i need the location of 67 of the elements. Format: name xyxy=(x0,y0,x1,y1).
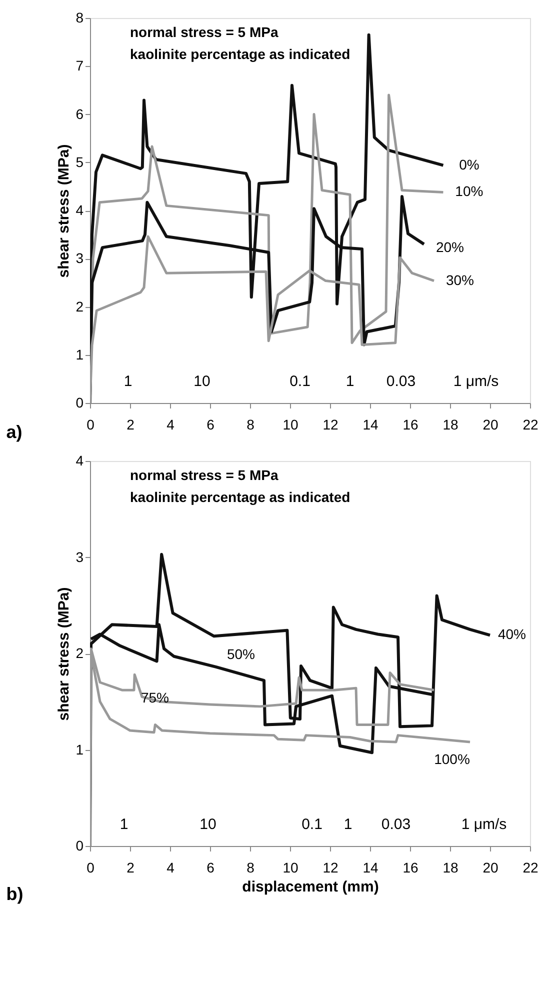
annotation: 0.1 xyxy=(302,816,322,833)
x-tick-label: 20 xyxy=(482,416,498,432)
x-tick-label: 6 xyxy=(206,416,215,432)
annotation: kaolinite percentage as indicated xyxy=(130,46,350,62)
series-label: 75% xyxy=(140,690,170,706)
text: a) xyxy=(6,422,22,442)
y-tick-label: 1 xyxy=(76,741,84,758)
y-tick-label: 4 xyxy=(76,452,84,468)
annotation: 1 xyxy=(124,373,132,390)
x-tick-label: 4 xyxy=(166,860,175,876)
x-tick-label: 14 xyxy=(362,860,378,876)
series-label: 100% xyxy=(434,751,470,768)
y-tick-label: 4 xyxy=(76,202,84,218)
y-tick-label: 5 xyxy=(76,154,84,170)
annotation: 1 μm/s xyxy=(461,816,507,833)
annotation: 1 xyxy=(346,373,354,390)
x-tick-label: 10 xyxy=(282,860,298,876)
x-tick-label: 16 xyxy=(402,860,418,876)
x-tick-label: 0 xyxy=(86,416,95,432)
y-axis-title: shear stress (MPa) xyxy=(56,144,73,278)
annotation: 0.03 xyxy=(381,816,411,833)
annotation: 0.1 xyxy=(290,373,310,390)
x-tick-label: 0 xyxy=(86,860,95,876)
x-tick-label: 20 xyxy=(482,860,498,876)
series-label: 30% xyxy=(446,272,474,288)
y-tick-label: 3 xyxy=(76,548,84,565)
x-tick-label: 14 xyxy=(362,416,378,432)
y-tick-label: 7 xyxy=(76,58,84,74)
annotation: normal stress = 5 MPa xyxy=(130,467,278,483)
x-tick-label: 8 xyxy=(246,416,255,432)
y-tick-label: 2 xyxy=(76,298,84,314)
series-label: 0% xyxy=(459,156,480,172)
x-tick-label: 2 xyxy=(126,416,135,432)
x-tick-label: 4 xyxy=(166,416,175,432)
annotation: kaolinite percentage as indicated xyxy=(130,489,350,505)
x-tick-label: 22 xyxy=(522,860,538,876)
annotation: normal stress = 5 MPa xyxy=(130,24,278,40)
y-tick-label: 0 xyxy=(76,394,84,410)
annotation: 1 μm/s xyxy=(453,373,499,390)
x-tick-label: 18 xyxy=(442,416,458,432)
annotation: 1 xyxy=(344,816,352,833)
x-tick-label: 12 xyxy=(322,416,338,432)
series-label: 40% xyxy=(498,626,526,642)
series-label: 10% xyxy=(455,183,484,200)
text: b) xyxy=(6,884,24,904)
x-axis-title: displacement (mm) xyxy=(242,878,379,896)
series-label: 20% xyxy=(436,239,464,256)
x-tick-label: 10 xyxy=(282,416,298,432)
annotation: 1 xyxy=(120,816,128,833)
y-tick-label: 2 xyxy=(76,645,84,661)
y-tick-label: 8 xyxy=(76,10,84,26)
x-tick-label: 22 xyxy=(522,416,538,432)
y-tick-label: 0 xyxy=(76,838,84,854)
x-tick-label: 8 xyxy=(246,860,255,876)
y-tick-label: 3 xyxy=(76,250,84,266)
x-tick-label: 16 xyxy=(402,416,418,432)
annotation: 10 xyxy=(194,373,210,390)
x-tick-label: 18 xyxy=(442,860,458,876)
x-tick-label: 12 xyxy=(322,860,338,876)
annotation: 0.03 xyxy=(386,373,416,390)
annotation: 10 xyxy=(200,816,216,833)
y-axis-title: shear stress (MPa) xyxy=(56,587,73,721)
x-tick-label: 2 xyxy=(126,860,135,876)
y-tick-label: 6 xyxy=(76,106,84,122)
y-tick-label: 1 xyxy=(76,346,84,362)
x-tick-label: 6 xyxy=(206,860,215,876)
series-label: 50% xyxy=(226,646,256,662)
